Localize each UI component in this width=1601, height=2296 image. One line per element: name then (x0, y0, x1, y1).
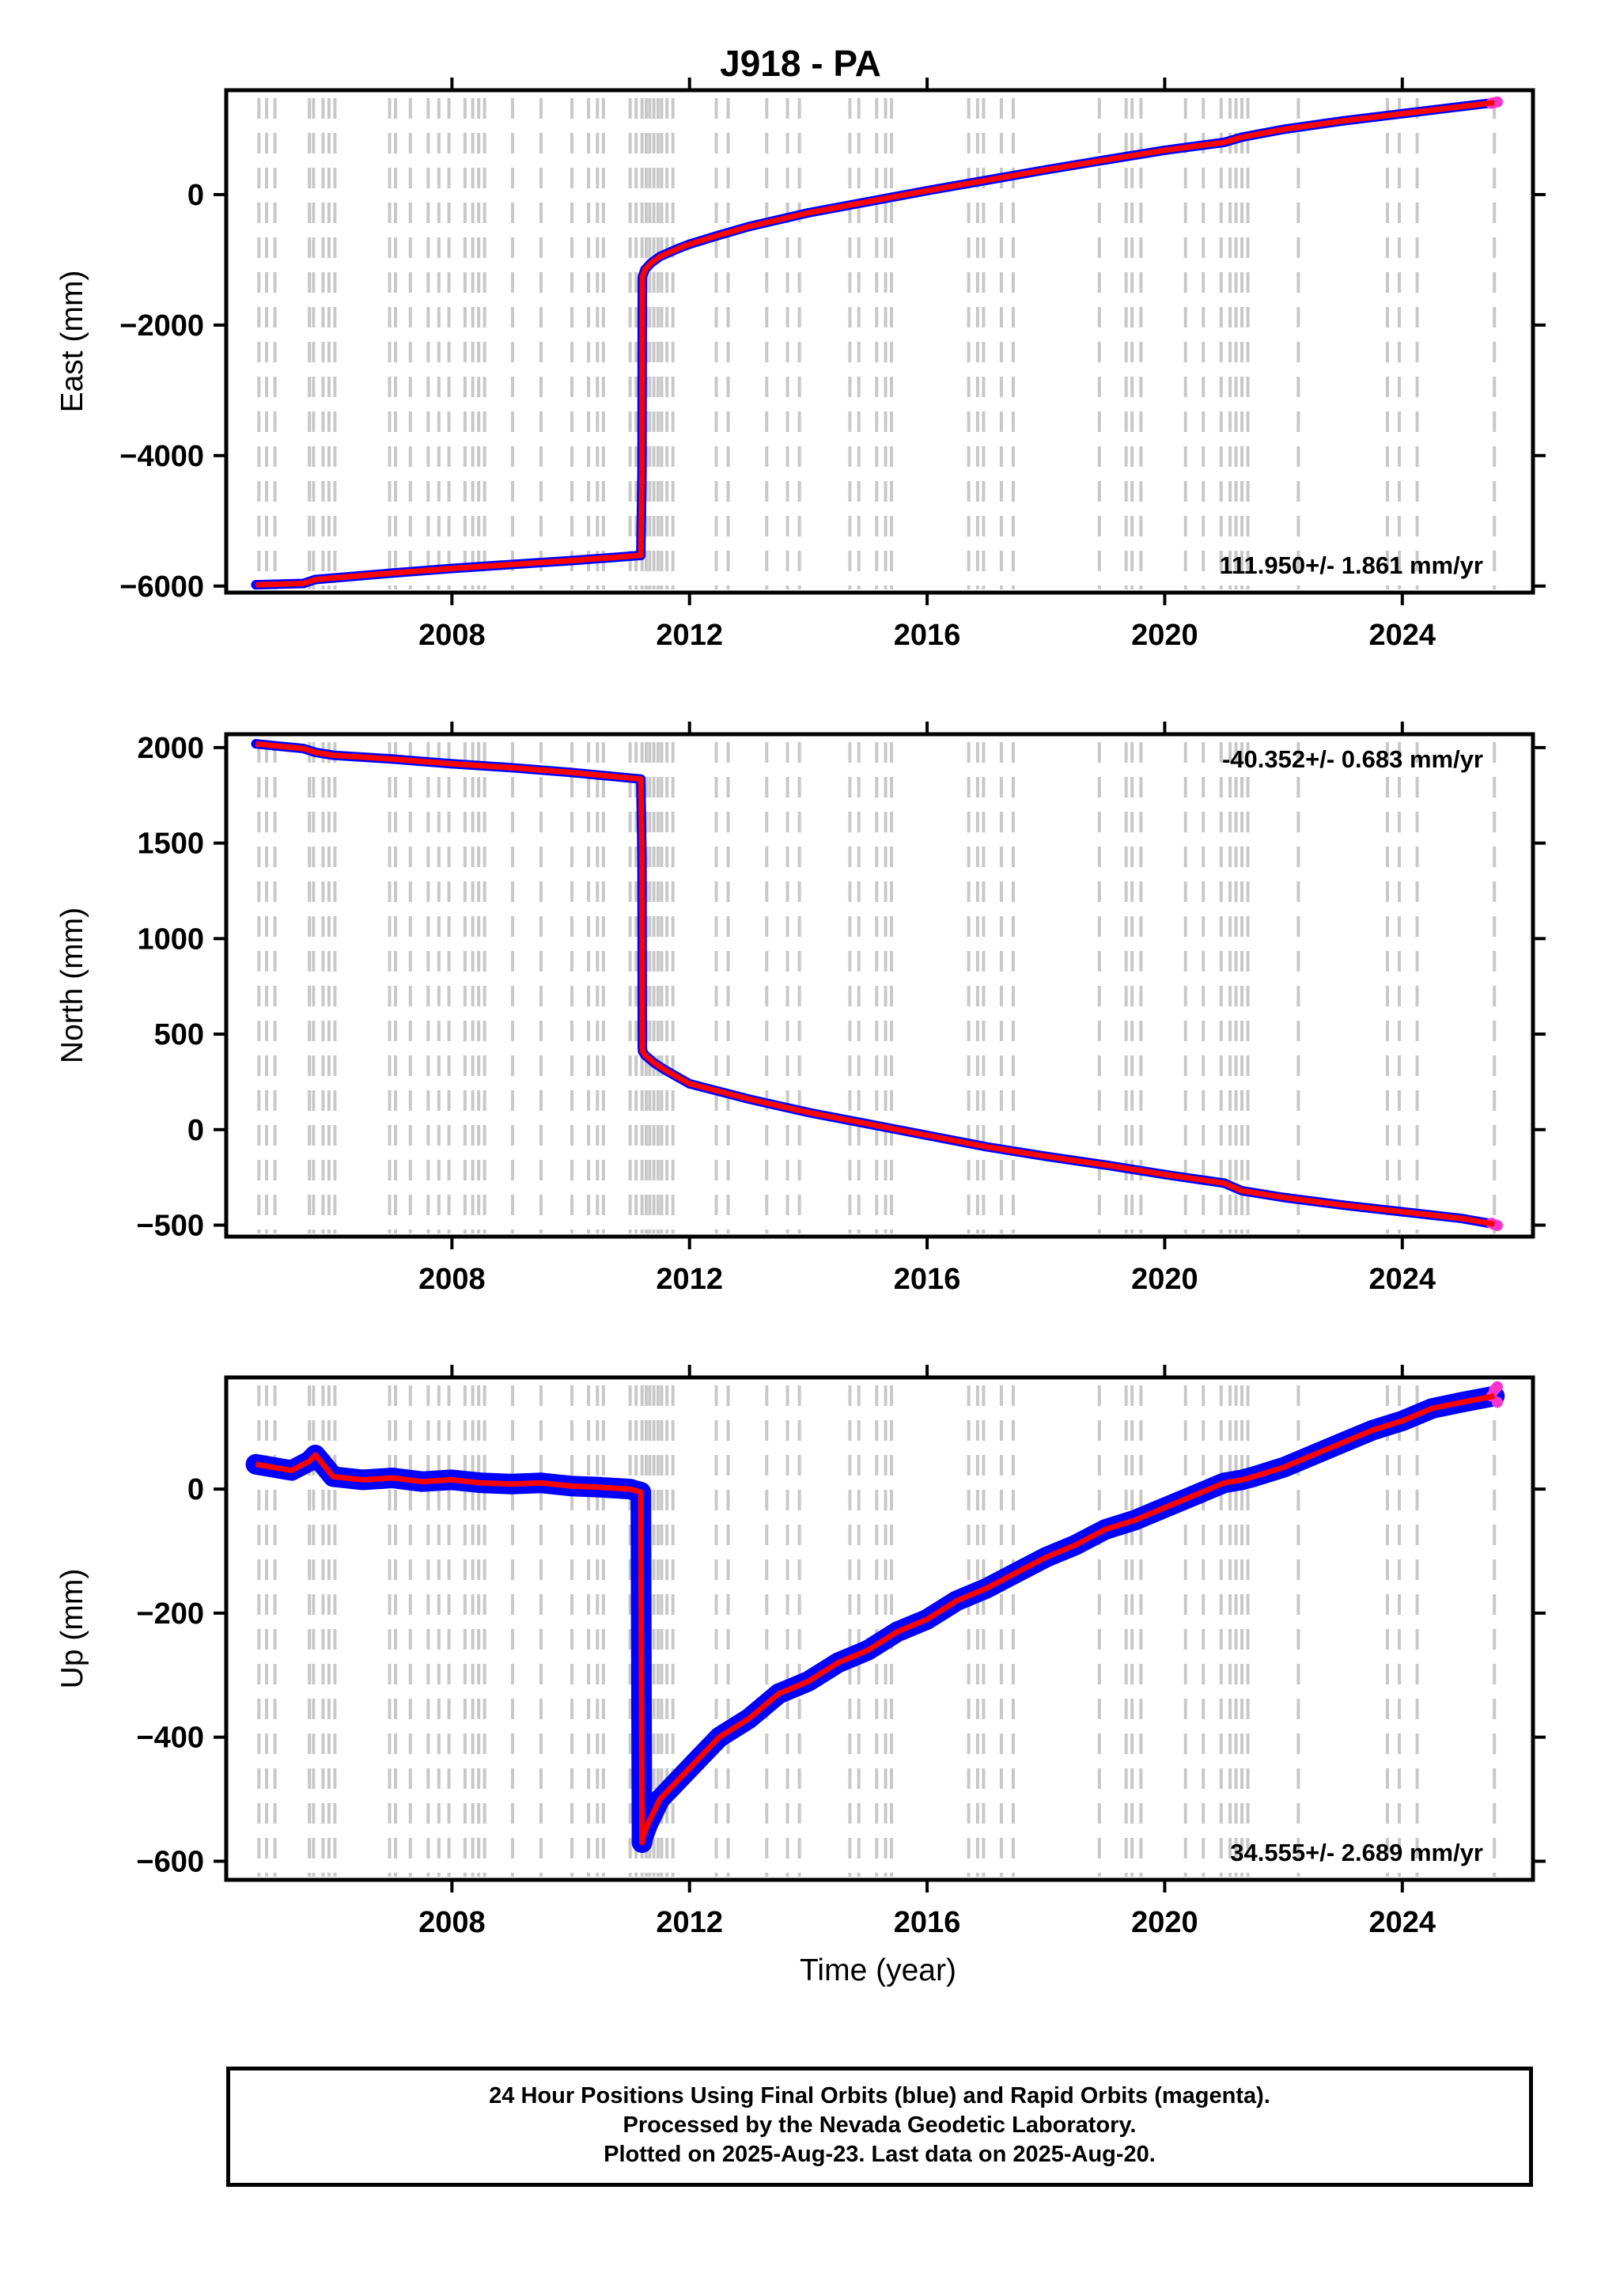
panel-east: 2008 2012 2016 2020 2024 −6000 −4000 −2000 0 East… (55, 78, 1546, 652)
y-tick-label: −4000 (119, 440, 204, 473)
y-tick-label: −6000 (119, 570, 204, 604)
model-line (255, 741, 1495, 1227)
data-point (1491, 1381, 1503, 1392)
panel-up: 2008 2012 2016 2020 2024 −600 −400 −200 0 Up (mm)… (55, 1365, 1546, 1939)
caption-line-2: Processed by the Nevada Geodetic Laborat… (623, 2112, 1137, 2138)
x-tick-label: 2024 (1369, 1906, 1436, 1939)
plot-frame (224, 1375, 1535, 1882)
y-tick-label: −500 (136, 1210, 204, 1243)
caption-line-3: Plotted on 2025-Aug-23. Last data on 202… (604, 2142, 1156, 2167)
x-tick-label: 2016 (894, 1263, 961, 1296)
y-axis-label: Up (mm) (55, 1569, 89, 1689)
caption-line-1: 24 Hour Positions Using Final Orbits (bl… (489, 2083, 1270, 2108)
x-tick-label: 2016 (894, 619, 961, 652)
rate-label: 111.950+/- 1.861 mm/yr (1219, 551, 1483, 579)
y-tick-label: 0 (187, 1114, 204, 1147)
x-tick-label: 2020 (1131, 1906, 1198, 1939)
y-tick-label: 500 (154, 1018, 204, 1051)
x-tick-label: 2008 (418, 1906, 486, 1939)
x-tick-label: 2012 (656, 1263, 723, 1296)
plot-frame (224, 732, 1535, 1239)
x-tick-label: 2008 (418, 619, 486, 652)
data-point (1491, 1396, 1503, 1408)
plot-frame (224, 88, 1535, 595)
x-tick-label: 2012 (656, 1906, 723, 1939)
model-line (255, 1393, 1495, 1846)
panel-north: 2008 2012 2016 2020 2024 −500 0 500 1000 1500 2000… (55, 722, 1546, 1296)
caption-box: 24 Hour Positions Using Final Orbits (bl… (226, 2067, 1533, 2187)
y-tick-label: 0 (187, 179, 204, 212)
y-tick-label: −200 (136, 1597, 204, 1631)
y-axis-label: East (mm) (55, 271, 89, 413)
x-tick-label: 2020 (1131, 619, 1198, 652)
y-tick-label: −400 (136, 1722, 204, 1755)
y-tick-label: 0 (187, 1473, 204, 1506)
x-tick-label: 2016 (894, 1906, 961, 1939)
y-axis-label: North (mm) (55, 907, 89, 1063)
x-tick-label: 2008 (418, 1263, 486, 1296)
chart-title: J918 - PA (720, 43, 881, 84)
y-tick-label: 1500 (137, 828, 204, 861)
y-tick-label: −600 (136, 1845, 204, 1878)
x-axis-label: Time (year) (800, 1953, 956, 1987)
rate-label: -40.352+/- 0.683 mm/yr (1222, 745, 1483, 773)
x-tick-label: 2012 (656, 619, 723, 652)
x-tick-label: 2024 (1369, 1263, 1436, 1296)
x-tick-label: 2020 (1131, 1263, 1198, 1296)
rate-label: 34.555+/- 2.689 mm/yr (1230, 1839, 1483, 1866)
y-tick-label: 1000 (137, 923, 204, 956)
y-tick-label: −2000 (119, 309, 204, 343)
panels: 2008 2012 2016 2020 2024−6000−4000−20000East… (55, 78, 1546, 1939)
x-tick-label: 2024 (1369, 619, 1436, 652)
model-line (255, 100, 1495, 588)
y-tick-label: 2000 (137, 732, 204, 765)
